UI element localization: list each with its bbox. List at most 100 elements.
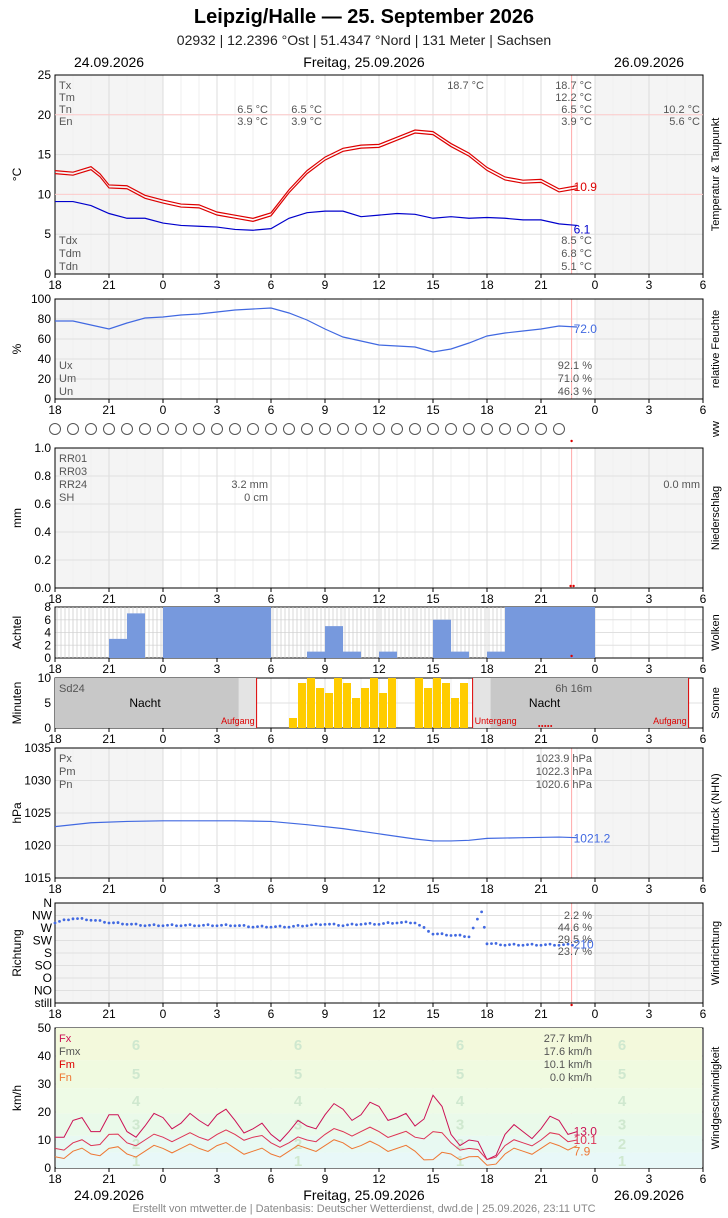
clouds-x-tick: 0 bbox=[160, 662, 167, 676]
sun-bar bbox=[388, 678, 396, 728]
precipitation-stat: RR03 bbox=[59, 466, 87, 478]
cloud-bar bbox=[181, 607, 199, 658]
wind-dir-point bbox=[512, 942, 516, 946]
humidity-x-tick: 18 bbox=[48, 403, 62, 417]
wind_speed-stat: Fmx bbox=[59, 1046, 81, 1058]
sun-bar bbox=[307, 678, 315, 728]
temperature-stat: Tdn bbox=[59, 261, 78, 273]
wind-dir-point bbox=[103, 920, 106, 924]
cloud-bar bbox=[235, 607, 253, 658]
humidity-x-tick: 15 bbox=[426, 403, 440, 417]
wind-dir-point bbox=[283, 925, 286, 929]
sun-bar bbox=[352, 698, 360, 728]
humidity-side-label: relative Feuchte bbox=[710, 310, 722, 388]
wind_speed-stat: 17.6 km/h bbox=[544, 1046, 592, 1058]
wind-dir-point bbox=[310, 923, 313, 927]
wind-dir-point bbox=[256, 925, 259, 929]
clouds-x-tick: 3 bbox=[214, 662, 221, 676]
wind-dir-point bbox=[409, 921, 412, 925]
sun-bar bbox=[451, 698, 459, 728]
cloud-bar bbox=[199, 607, 217, 658]
pressure-stat: 1023.9 hPa bbox=[536, 753, 593, 765]
dawn-area bbox=[238, 678, 257, 728]
pressure-x-tick: 6 bbox=[268, 882, 275, 896]
wind_speed-y-tick: 0 bbox=[44, 1161, 51, 1175]
wind-dir-point bbox=[368, 921, 372, 925]
wind_direction-x-tick: 3 bbox=[646, 1007, 653, 1021]
wind-dir-point bbox=[229, 924, 232, 928]
beaufort-number: 2 bbox=[132, 1136, 140, 1153]
temperature-stat: 6.5 °C bbox=[291, 104, 322, 116]
wind_speed-y-tick: 20 bbox=[38, 1105, 52, 1119]
wind-dir-point bbox=[170, 923, 174, 927]
wind-dir-point bbox=[319, 923, 322, 927]
cloud-bar bbox=[127, 613, 145, 658]
wind_direction-y-tick: W bbox=[41, 921, 53, 935]
wind-dir-point bbox=[413, 921, 417, 925]
beaufort-number: 4 bbox=[456, 1093, 465, 1110]
temperature-stat: Tm bbox=[59, 92, 75, 104]
wind-dir-point bbox=[89, 918, 93, 922]
precipitation-x-tick: 3 bbox=[214, 592, 221, 606]
wind-dir-point bbox=[80, 917, 84, 920]
precipitation-y-tick: 0.2 bbox=[34, 553, 51, 567]
wind_speed-x-tick: 0 bbox=[160, 1172, 167, 1186]
humidity-x-tick: 12 bbox=[372, 403, 386, 417]
humidity-y-tick: 40 bbox=[38, 352, 52, 366]
humidity-y-tick: 100 bbox=[31, 292, 51, 306]
ww-symbol bbox=[49, 423, 61, 435]
wind_speed-y-tick: 30 bbox=[38, 1077, 52, 1091]
cloud-bar bbox=[433, 619, 451, 658]
beaufort-number: 1 bbox=[618, 1153, 626, 1170]
clouds-y-tick: 6 bbox=[44, 613, 51, 627]
cloud-bar bbox=[505, 607, 523, 658]
ww-symbol bbox=[409, 423, 421, 435]
beaufort-number: 6 bbox=[294, 1037, 302, 1054]
beaufort-band bbox=[56, 1135, 702, 1153]
humidity-stat: 92.1 % bbox=[558, 360, 592, 372]
wind-dir-point bbox=[112, 921, 115, 925]
ww-symbol bbox=[247, 423, 259, 435]
humidity-series-feuchte bbox=[55, 307, 578, 353]
humidity-x-tick: 21 bbox=[534, 403, 548, 417]
wind-dir-point bbox=[202, 923, 205, 927]
wind-dir-point bbox=[391, 921, 394, 925]
beaufort-number: 3 bbox=[294, 1117, 302, 1134]
pressure-end-label: 1021.2 bbox=[574, 832, 611, 846]
cloud-bar bbox=[163, 607, 181, 658]
wind_direction-y-tick: NO bbox=[34, 984, 52, 998]
temperature-stat: 3.9 °C bbox=[237, 116, 268, 128]
precipitation-x-tick: 18 bbox=[480, 592, 494, 606]
humidity-y-label: % bbox=[10, 343, 24, 354]
pressure-x-tick: 0 bbox=[592, 882, 599, 896]
clouds-x-tick: 6 bbox=[700, 662, 707, 676]
wind-dir-point bbox=[287, 925, 291, 929]
wind-dir-point bbox=[458, 933, 462, 937]
sun-now-marker bbox=[547, 725, 550, 727]
sunshine-x-tick: 18 bbox=[48, 732, 62, 746]
wind-dir-point bbox=[395, 921, 399, 925]
pressure-x-tick: 3 bbox=[214, 882, 221, 896]
clouds-y-tick: 0 bbox=[44, 651, 51, 665]
humidity-x-tick: 0 bbox=[160, 403, 167, 417]
ww-panel: ww bbox=[49, 421, 722, 443]
wind-dir-point bbox=[323, 922, 327, 926]
date-prev-bottom: 24.09.2026 bbox=[74, 1187, 145, 1203]
sunshine-x-tick: 0 bbox=[160, 732, 167, 746]
humidity-y-tick: 0 bbox=[44, 392, 51, 406]
wind-dir-point bbox=[508, 943, 511, 947]
wind-series-fm bbox=[54, 1126, 578, 1161]
sun-bar bbox=[343, 683, 351, 728]
temperature-y-tick: 20 bbox=[38, 108, 52, 122]
wind-dir-point bbox=[355, 923, 358, 927]
wind-dir-point bbox=[197, 924, 201, 928]
humidity-x-tick: 21 bbox=[102, 403, 116, 417]
humidity-x-tick: 6 bbox=[268, 403, 275, 417]
pressure-x-tick: 18 bbox=[48, 882, 62, 896]
temperature-x-tick: 21 bbox=[102, 278, 116, 292]
wind-dir-point bbox=[143, 924, 147, 928]
wind_speed-x-tick: 21 bbox=[534, 1172, 548, 1186]
sunshine-stat: Sd24 bbox=[59, 683, 85, 695]
sun-bar bbox=[415, 678, 423, 728]
precipitation-x-tick: 18 bbox=[48, 592, 62, 606]
